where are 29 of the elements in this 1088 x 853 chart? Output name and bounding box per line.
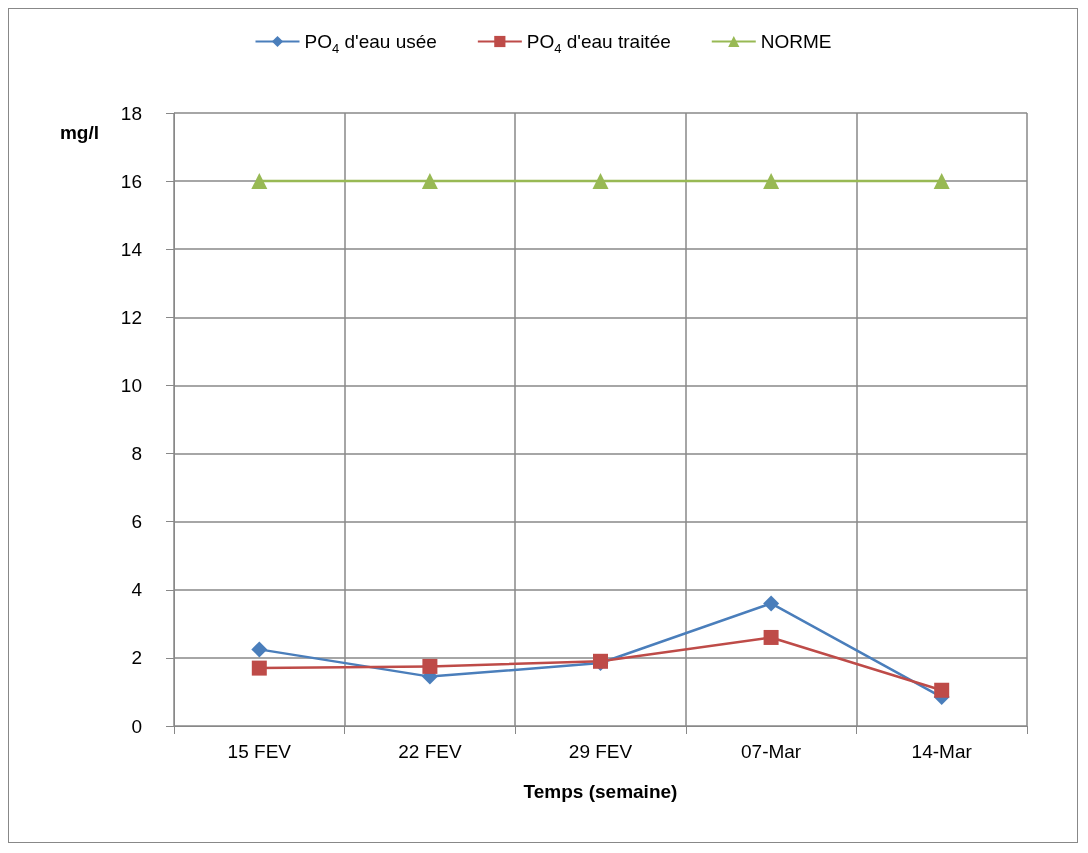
x-tick-label: 29 FEV — [568, 741, 633, 762]
point — [251, 173, 268, 190]
y-tick-label: 12 — [120, 306, 142, 328]
x-tick-label: 14-Mar — [911, 741, 973, 762]
point — [933, 173, 950, 190]
y-tick-label: 16 — [120, 170, 142, 192]
point — [763, 595, 780, 612]
x-axis-title: Temps (semaine) — [523, 781, 678, 802]
y-tick-label: 0 — [131, 715, 142, 737]
y-tick-label: 6 — [131, 511, 142, 533]
point — [421, 173, 438, 190]
x-tick-label: 15 FEV — [227, 741, 292, 762]
y-tick-label: 18 — [120, 102, 142, 124]
legend-label: NORME — [760, 31, 832, 52]
point — [592, 173, 609, 190]
x-tick-label: 07-Mar — [741, 741, 802, 762]
y-tick-label: 2 — [131, 647, 142, 669]
y-tick-label: 8 — [131, 443, 142, 465]
point — [251, 641, 268, 658]
point — [251, 660, 267, 676]
y-tick-label: 4 — [131, 579, 143, 601]
y-axis-title: mg/l — [59, 122, 99, 143]
point — [422, 658, 438, 674]
point — [763, 173, 780, 190]
point — [763, 629, 779, 645]
point — [934, 682, 950, 698]
x-tick-label: 22 FEV — [398, 741, 462, 762]
y-tick-label: 14 — [120, 238, 143, 260]
y-tick-label: 10 — [120, 374, 142, 396]
